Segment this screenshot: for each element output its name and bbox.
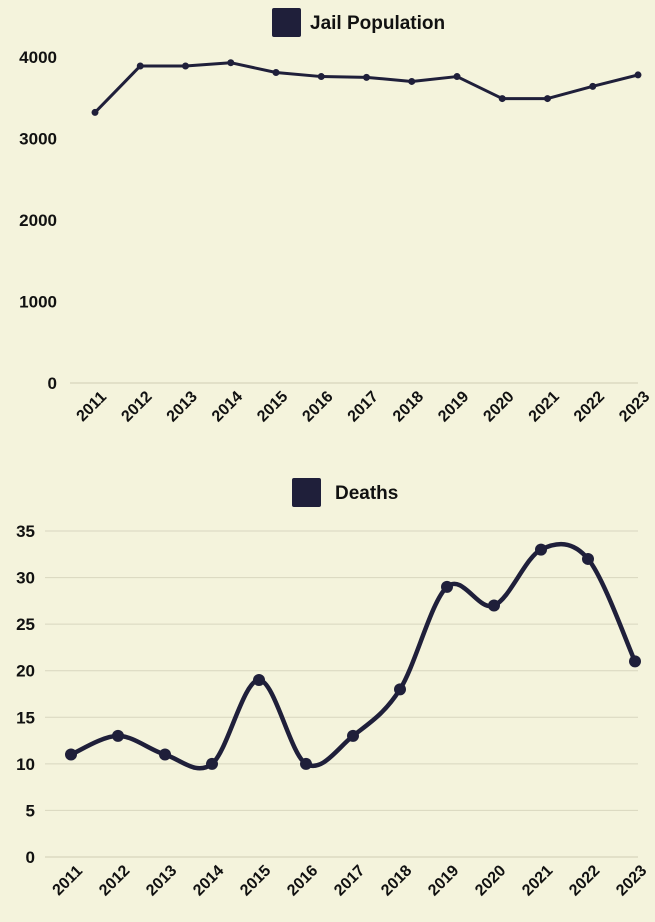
chart-2-legend-swatch (292, 478, 321, 507)
chart-2-y-tick-label: 15 (16, 708, 35, 727)
chart-1-data-point-2020 (498, 95, 506, 103)
chart-2-y-tick-label: 0 (26, 848, 35, 867)
chart-2-x-tick-label: 2012 (96, 862, 133, 899)
chart-2-y-tick-label: 25 (16, 615, 35, 634)
chart-2-x-tick-label: 2017 (331, 862, 368, 899)
chart-2-data-point-2020 (488, 599, 500, 612)
chart-1-x-tick-label: 2019 (435, 388, 472, 425)
chart-2-data-point-2012 (112, 729, 124, 742)
chart-2-y-tick-label: 30 (16, 569, 35, 588)
chart-1-data-point-2015 (272, 68, 280, 76)
chart-2-x-tick-label: 2021 (519, 862, 556, 899)
chart-2-x-tick-label: 2020 (472, 862, 509, 899)
chart-2-data-point-2017 (347, 729, 359, 742)
chart-2-data-point-2018 (394, 683, 406, 696)
chart-2-y-tick-label: 35 (16, 522, 35, 541)
chart-1-y-tick-label: 4000 (19, 48, 57, 67)
chart-1-x-tick-label: 2023 (616, 388, 653, 425)
chart-2-x-tick-label: 2014 (190, 862, 227, 899)
chart-2-x-tick-label: 2018 (378, 862, 415, 899)
chart-2-data-point-2014 (206, 757, 218, 770)
chart-1-x-tick-label: 2017 (345, 388, 382, 425)
chart-1-y-tick-label: 0 (48, 374, 57, 393)
chart-2-data-point-2013 (159, 748, 171, 761)
chart-2-data-point-2023 (629, 655, 641, 668)
chart-1-x-tick-label: 2012 (118, 388, 155, 425)
chart-1-data-point-2014 (227, 59, 235, 67)
chart-1-data-point-2017 (363, 73, 370, 81)
chart-2-data-point-2021 (535, 543, 547, 556)
chart-1-data-point-2011 (91, 108, 99, 116)
chart-1-x-tick-label: 2013 (164, 388, 201, 425)
chart-2-x-tick-label: 2023 (613, 862, 650, 899)
chart-2-x-tick-label: 2015 (237, 862, 274, 899)
chart-1-legend-label: Jail Population (310, 13, 445, 34)
chart-1-x-tick-label: 2022 (571, 388, 608, 425)
chart-1-x-tick-label: 2021 (526, 388, 563, 425)
chart-1-x-tick-label: 2014 (209, 388, 246, 425)
chart-2-x-tick-label: 2013 (143, 862, 180, 899)
chart-1-data-point-2016 (317, 73, 325, 81)
chart-1-data-point-2018 (408, 77, 416, 85)
chart-1-series-line (93, 61, 640, 114)
chart-1-y-tick-label: 2000 (19, 211, 57, 230)
chart-2-y-tick-label: 5 (26, 801, 35, 820)
chart-1-x-tick-label: 2011 (74, 388, 111, 425)
chart-1-x-tick-label: 2015 (254, 388, 291, 425)
chart-1-data-point-2013 (182, 62, 189, 70)
chart-1-x-tick-label: 2018 (390, 388, 427, 425)
chart-2-y-tick-label: 10 (16, 755, 35, 774)
chart-1-x-tick-label: 2020 (480, 388, 517, 425)
chart-2-y-tick-label: 20 (16, 662, 35, 681)
chart-2-data-point-2016 (300, 757, 312, 770)
chart-2-x-tick-label: 2022 (566, 862, 603, 899)
chart-1-legend-swatch (272, 8, 301, 37)
chart-1-data-point-2021 (544, 95, 551, 103)
chart-2-x-tick-label: 2016 (284, 862, 321, 899)
chart-1-y-tick-label: 3000 (19, 130, 57, 149)
chart-1-data-point-2019 (453, 73, 461, 81)
chart-2: 0 5 10 15 20 25 30 35 2011 2012 2013 2014 2015 2016 20… (16, 478, 650, 899)
chart-1-x-tick-label: 2016 (299, 388, 336, 425)
chart-2-data-point-2019 (441, 580, 453, 593)
chart-2-x-tick-label: 2019 (425, 862, 462, 899)
chart-2-data-point-2011 (65, 748, 77, 761)
chart-2-x-tick-label: 2011 (50, 862, 87, 899)
chart-2-data-point-2022 (582, 552, 594, 565)
chart-1-data-point-2022 (589, 82, 597, 90)
chart-2-data-point-2015 (253, 674, 265, 687)
chart-1-y-tick-label: 1000 (19, 293, 57, 312)
chart-2-legend-label: Deaths (335, 483, 398, 504)
chart-1-data-point-2023 (634, 71, 642, 79)
chart-1-data-point-2012 (136, 62, 144, 70)
